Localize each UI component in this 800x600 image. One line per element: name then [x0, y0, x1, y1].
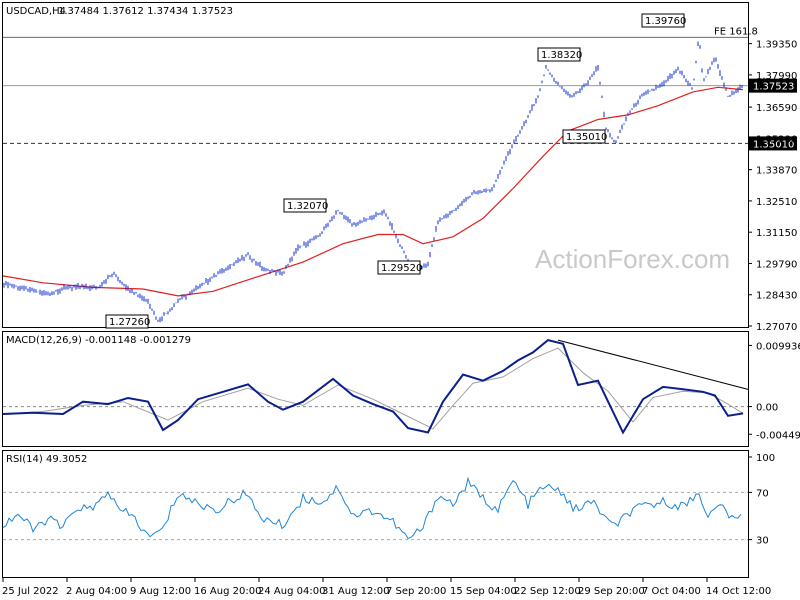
current-price-box: [749, 78, 797, 93]
price-annotation-box: [562, 129, 606, 144]
rsi-tick-label: 70: [756, 488, 769, 499]
rsi-line: [2, 476, 742, 540]
macd-trendline: [557, 339, 749, 390]
price-annotation-box: [377, 260, 421, 275]
time-tick-label: 29 Sep 20:00: [578, 586, 645, 597]
support-price-label: 1.35010: [753, 139, 794, 150]
time-tick-label: 7 Oct 04:00: [642, 586, 701, 597]
rsi-title: RSI(14) 49.3052: [6, 454, 87, 465]
fe-label: FE 161.8: [714, 26, 758, 37]
rsi-layer: 100 70 30: [2, 453, 775, 547]
price-annotation-label: 1.32070: [287, 201, 328, 212]
price-tick-label: 1.29790: [756, 259, 797, 270]
time-tick-label: 14 Oct 12:00: [706, 586, 771, 597]
current-price-label: 1.37523: [753, 82, 794, 93]
price-ohlc: 1.37484 1.37612 1.37434 1.37523: [58, 6, 233, 17]
price-tick-label: 1.36590: [756, 103, 797, 114]
price-annotation-label: 1.27260: [109, 317, 150, 328]
macd-title: MACD(12,26,9) -0.001148 -0.001279: [6, 335, 191, 346]
price-annotation-box: [537, 47, 581, 62]
price-annotation-box: [283, 198, 327, 213]
price-tick-label: 1.27070: [756, 322, 797, 333]
macd-tick-label: -0.004492: [756, 430, 800, 441]
sma-line: [2, 86, 744, 297]
price-bars-layer: [3, 41, 743, 323]
price-gridlines: FE 161.8 1.37523 1.35010: [3, 26, 797, 151]
macd-tick-label: 0.009936: [756, 341, 800, 352]
rsi-tick-label: 30: [756, 536, 769, 547]
price-tick-label: 1.39350: [756, 40, 797, 51]
price-tick-label: 1.28430: [756, 291, 797, 302]
watermark: ActionForex.com: [535, 244, 730, 274]
price-tick-label: 1.31150: [756, 228, 797, 239]
rsi-tick-label: 100: [756, 453, 775, 464]
price-annotation-label: 1.29520: [381, 263, 422, 274]
price-annotations: 1.27260 1.32070 1.29520 1.38320 1.35010 1.397…: [105, 13, 686, 329]
price-annotation-label: 1.38320: [541, 50, 582, 61]
price-annotation-box: [105, 314, 149, 329]
macd-line: [2, 339, 744, 435]
support-price-box: [749, 136, 797, 151]
time-tick-label: 15 Sep 04:00: [450, 586, 517, 597]
time-tick-label: 31 Aug 12:00: [322, 586, 389, 597]
time-tick-label: 9 Aug 12:00: [130, 586, 191, 597]
price-tick-label: 1.37990: [756, 71, 797, 82]
price-annotation-box: [641, 13, 685, 28]
price-panel: [2, 2, 749, 328]
price-tick-label: 1.33870: [756, 166, 797, 177]
macd-signal-line: [2, 347, 744, 430]
time-tick-label: 25 Jul 2022: [2, 586, 59, 597]
time-tick-label: 24 Aug 04:00: [258, 586, 325, 597]
time-tick-label: 7 Sep 20:00: [386, 586, 446, 597]
sma-layer: [2, 86, 744, 297]
price-tick-label: 1.32510: [756, 197, 797, 208]
macd-panel: [2, 331, 749, 447]
price-tick-label: 1.35230: [756, 134, 797, 145]
macd-tick-label: 0.00: [756, 403, 778, 414]
price-annotation-label: 1.35010: [566, 132, 607, 143]
macd-layer: 0.009936 0.00 -0.004492: [2, 339, 800, 441]
price-axis-ticks: 1.39350 1.37990 1.36590 1.35230 1.33870 1.325…: [748, 40, 797, 333]
price-annotation-label: 1.39760: [645, 16, 686, 27]
price-title: USDCAD,H4: [6, 6, 66, 17]
time-axis: 25 Jul 2022 2 Aug 04:00 9 Aug 12:00 16 Aug …: [2, 578, 771, 597]
time-tick-label: 16 Aug 20:00: [194, 586, 261, 597]
time-tick-label: 2 Aug 04:00: [66, 586, 127, 597]
time-tick-label: 22 Sep 12:00: [514, 586, 581, 597]
